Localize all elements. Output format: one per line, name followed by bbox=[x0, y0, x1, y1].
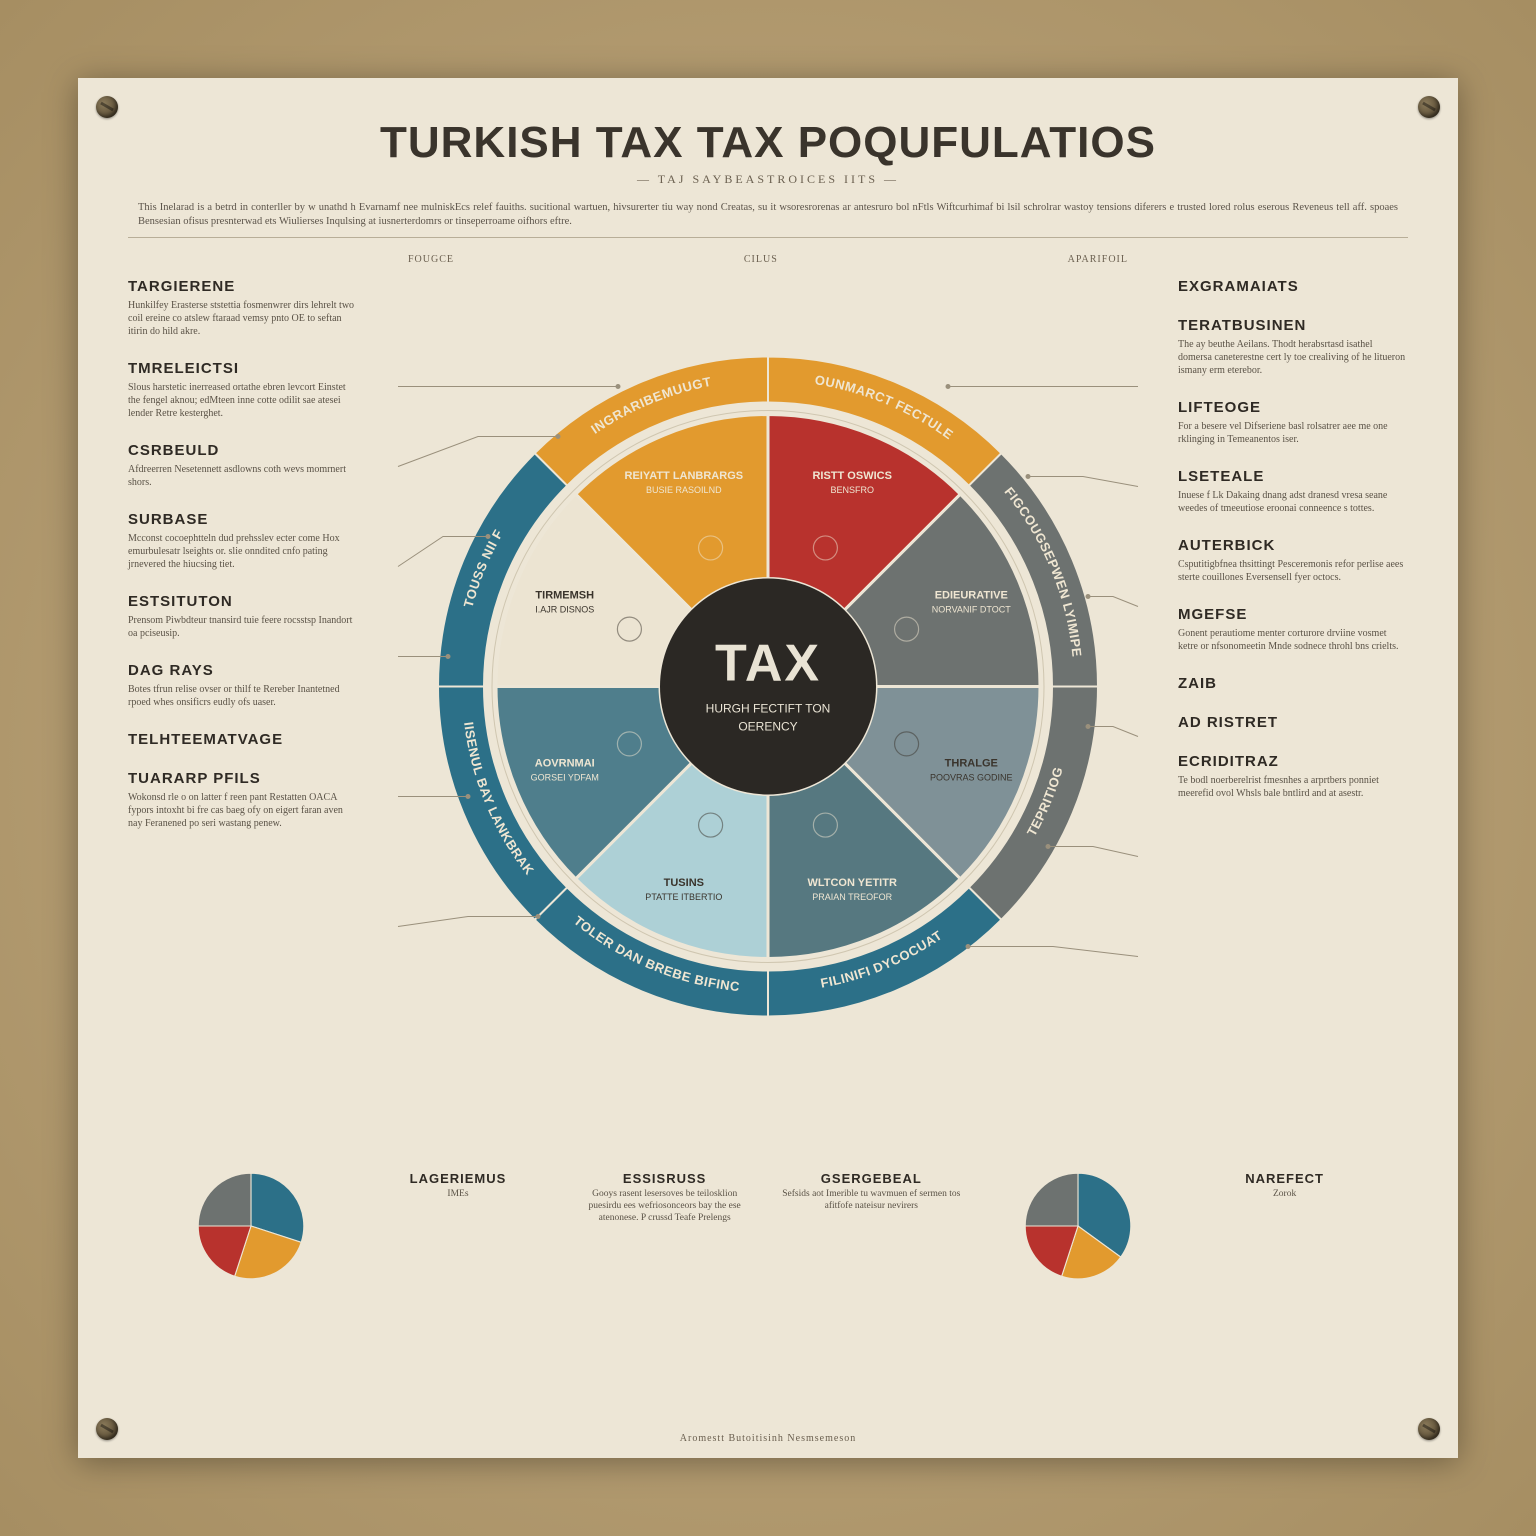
svg-text:NORVANIF DTOCT: NORVANIF DTOCT bbox=[932, 605, 1012, 615]
text-block: SURBASE Mcconst cocoephtteln dud prehssle… bbox=[128, 511, 358, 571]
text-block: TELHTEEMATVAGE bbox=[128, 731, 358, 748]
svg-text:AOVRNMAI: AOVRNMAI bbox=[535, 758, 595, 770]
top-label: FOUGCE bbox=[408, 254, 454, 265]
block-body: Gonent perautiome menter corturore drvii… bbox=[1178, 627, 1408, 653]
block-heading: DAG RAYS bbox=[128, 662, 358, 679]
block-body: Afdreerren Nesetennett asdlowns coth wev… bbox=[128, 463, 358, 489]
wheel-svg: INGRARIBEMUUGTOUNMARCT FECTULEFIGCOUGSEP… bbox=[388, 307, 1148, 1067]
block-body: Slous harstetic inerreased ortathe ebren… bbox=[128, 381, 358, 420]
mini-label: LAGERIEMUS IMEs bbox=[368, 1171, 548, 1201]
text-block: TERATBUSINEN The ay beuthe Aeilans. Thodt… bbox=[1178, 317, 1408, 377]
mini-body: IMEs bbox=[368, 1189, 548, 1201]
block-body: Csputitigbfnea thsittingt Pesceremonis r… bbox=[1178, 558, 1408, 584]
page-title: TURKISH TAX TAX POQUFULATIOS bbox=[128, 118, 1408, 168]
intro-text: This Inelarad is a betrd in conterller b… bbox=[138, 201, 1398, 229]
page-subtitle: — TAJ SAYBEASTROICES IITS — bbox=[128, 172, 1408, 187]
mini-label: NAREFECT Zorok bbox=[1195, 1171, 1375, 1201]
block-heading: ESTSITUTON bbox=[128, 593, 358, 610]
svg-text:RISTT OSWICS: RISTT OSWICS bbox=[812, 471, 891, 483]
svg-text:TAX: TAX bbox=[715, 635, 821, 693]
text-block: ZAIB bbox=[1178, 675, 1408, 692]
svg-text:TIRMEMSH: TIRMEMSH bbox=[535, 590, 594, 602]
svg-text:HURGH FECTIFT TON: HURGH FECTIFT TON bbox=[706, 702, 831, 716]
top-label: CILUS bbox=[744, 254, 778, 265]
block-heading: TELHTEEMATVAGE bbox=[128, 731, 358, 748]
svg-text:THRALGE: THRALGE bbox=[945, 758, 998, 770]
right-column: EXGRAMAIATS TERATBUSINEN The ay beuthe Aei… bbox=[1178, 278, 1408, 822]
block-heading: ECRIDITRAZ bbox=[1178, 753, 1408, 770]
block-heading: LSETEALE bbox=[1178, 468, 1408, 485]
block-heading: EXGRAMAIATS bbox=[1178, 278, 1408, 295]
mini-label: ESSISRUSS Gooys rasent lesersoves be teil… bbox=[575, 1171, 755, 1225]
mini-pie bbox=[988, 1171, 1168, 1288]
mini-pie bbox=[161, 1171, 341, 1288]
text-block: ECRIDITRAZ Te bodl noerberelrist fmesnhes… bbox=[1178, 753, 1408, 800]
svg-text:GORSEI YDFAM: GORSEI YDFAM bbox=[531, 773, 599, 783]
svg-text:PTATTE ITBERTIO: PTATTE ITBERTIO bbox=[645, 892, 722, 902]
svg-text:REIYATT LANBRARGS: REIYATT LANBRARGS bbox=[625, 471, 744, 483]
block-heading: TUARARP PFILS bbox=[128, 770, 358, 787]
block-body: Hunkilfey Erasterse ststettia fosmenwrer… bbox=[128, 299, 358, 338]
block-body: Botes tfrun relise ovser or thilf te Rer… bbox=[128, 683, 358, 709]
svg-text:EDIEURATIVE: EDIEURATIVE bbox=[935, 590, 1008, 602]
text-block: LSETEALE Inuese f Lk Dakaing dnang adst d… bbox=[1178, 468, 1408, 515]
block-heading: CSRBEULD bbox=[128, 442, 358, 459]
block-heading: MGEFSE bbox=[1178, 606, 1408, 623]
block-heading: ZAIB bbox=[1178, 675, 1408, 692]
svg-text:BUSIE RASOILND: BUSIE RASOILND bbox=[646, 486, 722, 496]
mini-body: Sefsids aot Imerible tu wavmuen ef serme… bbox=[781, 1189, 961, 1213]
mini-body: Gooys rasent lesersoves be teilosklion p… bbox=[575, 1189, 755, 1225]
text-block: AD RISTRET bbox=[1178, 714, 1408, 731]
svg-text:OERENCY: OERENCY bbox=[738, 720, 797, 734]
mini-heading: NAREFECT bbox=[1195, 1171, 1375, 1186]
block-heading: TARGIERENE bbox=[128, 278, 358, 295]
screw-icon bbox=[96, 96, 118, 118]
poster-card: TURKISH TAX TAX POQUFULATIOS — TAJ SAYBE… bbox=[78, 78, 1458, 1458]
radial-chart: INGRARIBEMUUGTOUNMARCT FECTULEFIGCOUGSEP… bbox=[388, 307, 1148, 1072]
left-column: TARGIERENE Hunkilfey Erasterse ststettia … bbox=[128, 278, 358, 852]
mini-label: GSERGEBEAL Sefsids aot Imerible tu wavmue… bbox=[781, 1171, 961, 1213]
text-block: TARGIERENE Hunkilfey Erasterse ststettia … bbox=[128, 278, 358, 338]
text-block: MGEFSE Gonent perautiome menter corturore… bbox=[1178, 606, 1408, 653]
footer-text: Aromestt Butoitisinh Nesmsemeson bbox=[78, 1433, 1458, 1444]
block-heading: AD RISTRET bbox=[1178, 714, 1408, 731]
svg-text:I.AJR DISNOS: I.AJR DISNOS bbox=[535, 605, 594, 615]
block-body: Inuese f Lk Dakaing dnang adst dranesd v… bbox=[1178, 489, 1408, 515]
svg-text:PRAIAN TREOFOR: PRAIAN TREOFOR bbox=[812, 892, 892, 902]
mini-heading: LAGERIEMUS bbox=[368, 1171, 548, 1186]
mini-body: Zorok bbox=[1195, 1189, 1375, 1201]
block-body: Mcconst cocoephtteln dud prehsslev ecter… bbox=[128, 532, 358, 571]
mini-heading: ESSISRUSS bbox=[575, 1171, 755, 1186]
block-body: Te bodl noerberelrist fmesnhes a arprtbe… bbox=[1178, 774, 1408, 800]
text-block: ESTSITUTON Prensom Piwbdteur tnansird tui… bbox=[128, 593, 358, 640]
text-block: EXGRAMAIATS bbox=[1178, 278, 1408, 295]
svg-text:POOVRAS GODINE: POOVRAS GODINE bbox=[930, 773, 1013, 783]
text-block: LIFTEOGE For a besere vel Difseriene basl… bbox=[1178, 399, 1408, 446]
block-body: For a besere vel Difseriene basl rolsatr… bbox=[1178, 420, 1408, 446]
svg-text:WLTCON YETITR: WLTCON YETITR bbox=[807, 877, 896, 889]
text-block: DAG RAYS Botes tfrun relise ovser or thil… bbox=[128, 662, 358, 709]
main-stage: FOUGCE CILUS APARIFOIL TARGIERENE Hunkilf… bbox=[128, 248, 1408, 1298]
text-block: CSRBEULD Afdreerren Nesetennett asdlowns … bbox=[128, 442, 358, 489]
block-body: The ay beuthe Aeilans. Thodt herabsrtasd… bbox=[1178, 338, 1408, 377]
block-heading: TERATBUSINEN bbox=[1178, 317, 1408, 334]
top-small-labels: FOUGCE CILUS APARIFOIL bbox=[408, 254, 1128, 265]
text-block: TUARARP PFILS Wokonsd rle o on latter f r… bbox=[128, 770, 358, 830]
block-heading: SURBASE bbox=[128, 511, 358, 528]
block-heading: LIFTEOGE bbox=[1178, 399, 1408, 416]
block-heading: TMRELEICTSI bbox=[128, 360, 358, 377]
block-body: Wokonsd rle o on latter f reen pant Rest… bbox=[128, 791, 358, 830]
text-block: AUTERBICK Csputitigbfnea thsittingt Pesce… bbox=[1178, 537, 1408, 584]
mini-heading: GSERGEBEAL bbox=[781, 1171, 961, 1186]
bottom-row: LAGERIEMUS IMEs ESSISRUSS Gooys rasent lese… bbox=[128, 1171, 1408, 1288]
block-heading: AUTERBICK bbox=[1178, 537, 1408, 554]
top-label: APARIFOIL bbox=[1068, 254, 1128, 265]
svg-text:TUSINS: TUSINS bbox=[664, 877, 704, 889]
svg-text:BENSFRO: BENSFRO bbox=[830, 486, 874, 496]
screw-icon bbox=[1418, 96, 1440, 118]
text-block: TMRELEICTSI Slous harstetic inerreased or… bbox=[128, 360, 358, 420]
divider bbox=[128, 237, 1408, 238]
block-body: Prensom Piwbdteur tnansird tuie feere ro… bbox=[128, 614, 358, 640]
